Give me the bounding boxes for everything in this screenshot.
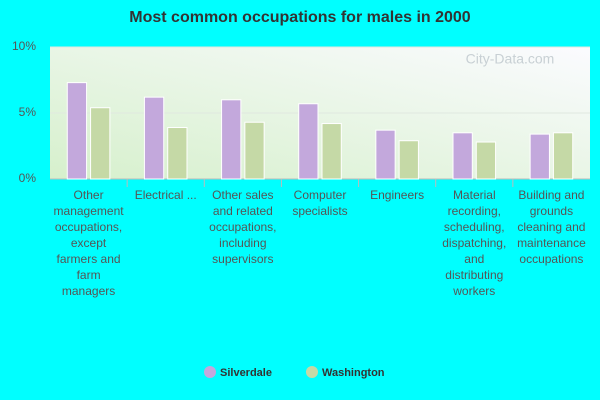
bar — [143, 96, 165, 180]
bar — [298, 103, 319, 180]
legend-swatch — [204, 366, 216, 378]
y-tick-label: 10% — [12, 39, 36, 53]
x-tick-label: Electrical ... — [134, 188, 197, 202]
y-tick-label: 5% — [19, 105, 37, 119]
legend-swatch — [305, 366, 318, 378]
legend-label: Washington — [322, 367, 385, 379]
bar — [90, 107, 111, 180]
y-tick-label: 0% — [19, 171, 37, 185]
bar — [452, 132, 473, 180]
watermark: City-Data.com — [466, 51, 555, 67]
bar — [66, 82, 88, 180]
bar — [529, 133, 550, 180]
bar — [321, 123, 342, 180]
bar — [375, 129, 396, 180]
x-tick-label: Building and grounds cleaning and mainte… — [517, 188, 586, 266]
x-tick-label: Engineers — [370, 188, 425, 202]
bar — [475, 141, 497, 180]
x-tick-label: Computer specialists — [292, 188, 348, 218]
legend-label: Silverdale — [220, 367, 272, 379]
bar — [552, 132, 574, 180]
chart-title: Most common occupations for males in 200… — [129, 9, 471, 26]
x-tick-label: Other sales and related occupations, inc… — [209, 188, 277, 266]
bar — [244, 121, 265, 180]
x-tick-label: Material recording, scheduling, dispatch… — [442, 188, 507, 298]
bar — [398, 140, 419, 180]
bar — [167, 127, 188, 180]
bar — [221, 99, 242, 180]
x-tick-label: Other management occupations, except far… — [53, 188, 124, 298]
